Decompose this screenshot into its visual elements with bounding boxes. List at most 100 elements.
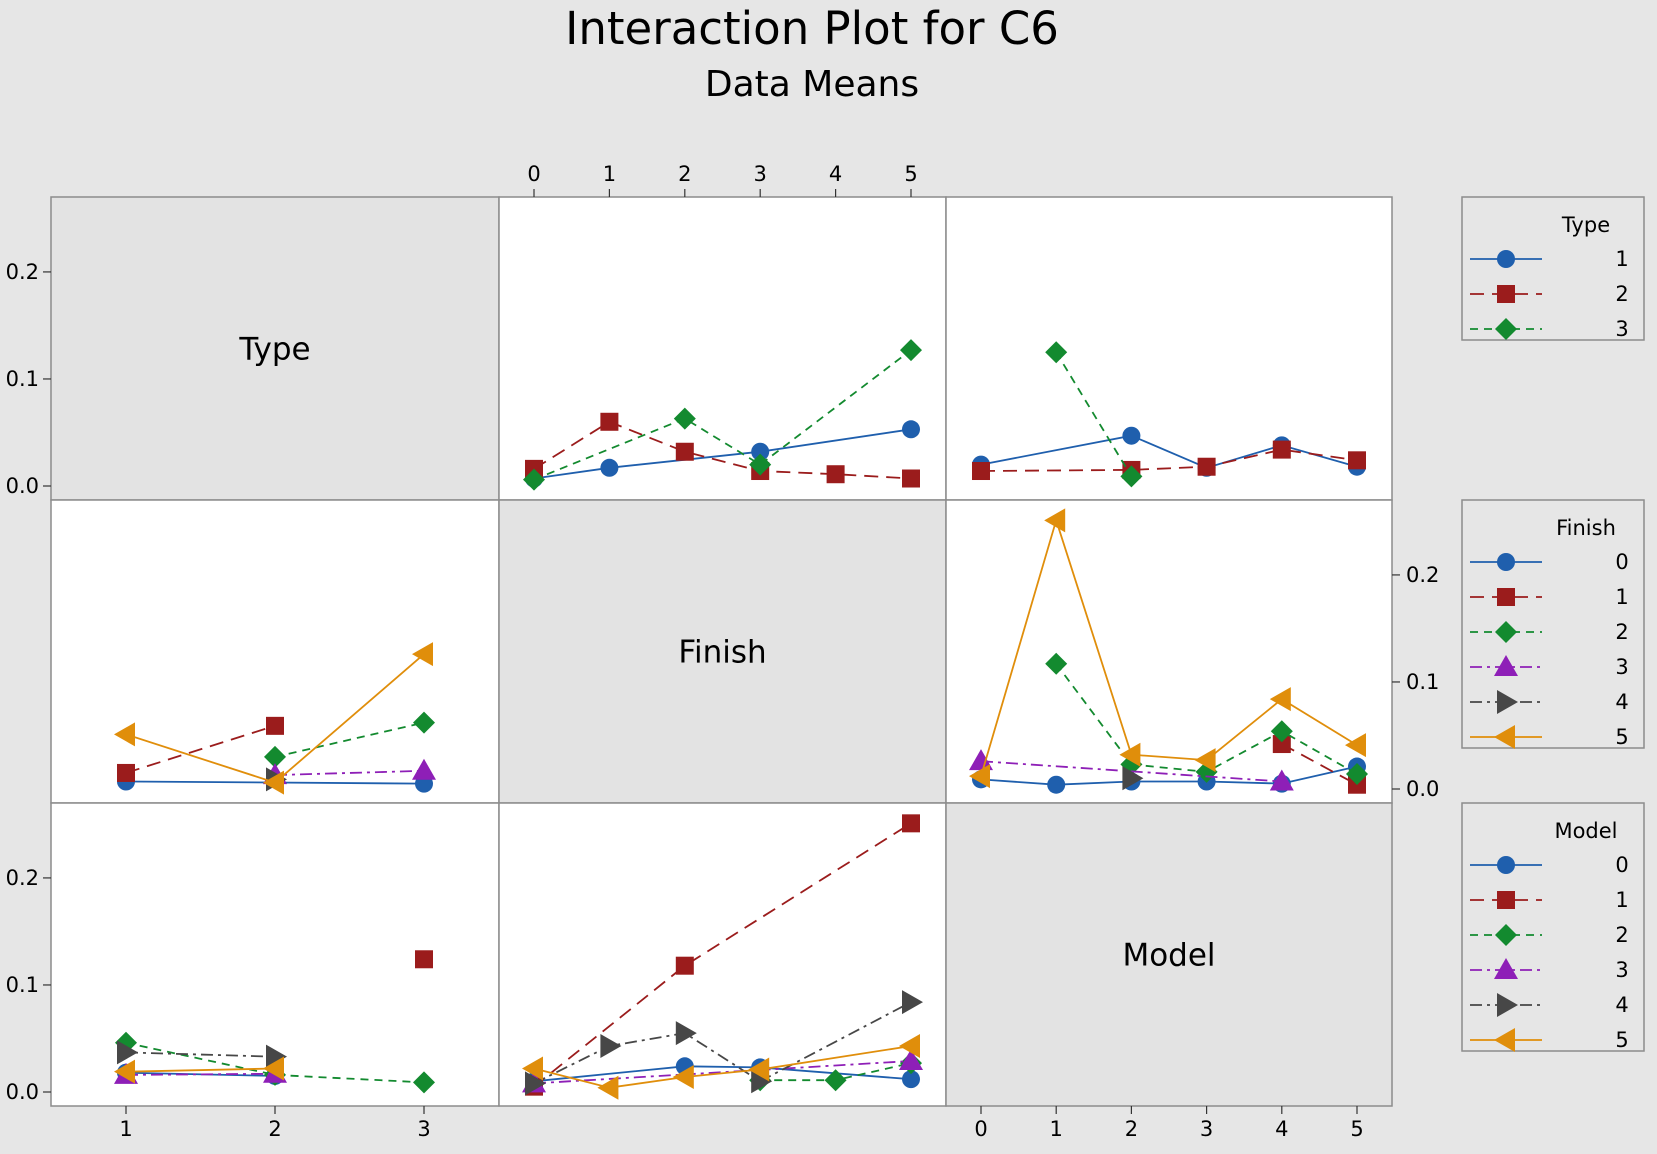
data-point <box>675 956 694 975</box>
legend-marker <box>1494 958 1518 979</box>
data-point <box>1119 742 1141 767</box>
legend-label: 1 <box>1615 247 1628 271</box>
data-point <box>824 1069 847 1092</box>
data-point <box>749 453 772 476</box>
legend-marker <box>1495 621 1517 643</box>
legend-title: Model <box>1554 819 1617 843</box>
data-point <box>1272 735 1291 754</box>
legend-marker <box>1497 588 1515 606</box>
data-point <box>1345 733 1366 758</box>
data-point <box>266 716 284 735</box>
series-line <box>274 721 425 758</box>
legend-marker <box>1497 285 1515 303</box>
legend-box <box>1461 499 1645 749</box>
panel-model-by-finish <box>522 814 923 1100</box>
data-point <box>902 1070 920 1089</box>
data-point <box>902 814 920 833</box>
data-point <box>523 468 545 491</box>
legend-model: Model 0 1 2 3 4 5 <box>1461 802 1645 1052</box>
series-line <box>125 1071 276 1077</box>
legend-title: Finish <box>1556 516 1616 540</box>
data-point <box>415 950 433 969</box>
data-point <box>1045 341 1068 364</box>
data-point <box>969 749 993 771</box>
data-point <box>902 420 920 439</box>
data-point <box>117 1040 138 1065</box>
legend-label: 3 <box>1615 655 1628 679</box>
legend-label: 3 <box>1615 958 1628 982</box>
data-point <box>1122 426 1141 445</box>
legend-title: Type <box>1561 213 1610 237</box>
data-point <box>1047 775 1066 794</box>
y-tick-label: 0.2 <box>6 866 39 890</box>
axes: 0.0 0.1 0.2 0.0 0.1 0.2 0.0 0.1 0.2 0 1 2 3 4 5 1 2 3 0 1 2 3… <box>6 162 1440 1141</box>
panel-grid: Type Finish Model <box>50 196 1393 1107</box>
chart-title: Interaction Plot for C6 <box>565 2 1059 55</box>
diagonal-panel <box>50 196 500 501</box>
legend-box <box>1461 802 1645 1052</box>
diagonal-label: Model <box>1122 938 1215 974</box>
series-line <box>1281 743 1358 786</box>
x-tick-label: 2 <box>1125 1117 1138 1141</box>
diagonal-panel <box>945 802 1393 1107</box>
y-tick-label: 0.0 <box>6 1080 39 1104</box>
data-point <box>900 339 922 362</box>
data-point <box>902 990 923 1015</box>
legend-label: 5 <box>1615 1028 1628 1052</box>
data-point <box>600 1033 622 1058</box>
legend-label: 1 <box>1615 585 1628 609</box>
legend-marker <box>1494 655 1518 676</box>
legend-marker <box>1494 725 1515 749</box>
legend-marker <box>1494 1028 1515 1052</box>
diagonal-label: Type <box>238 332 310 368</box>
data-point <box>1346 763 1368 786</box>
data-point <box>672 1065 694 1090</box>
series-line <box>980 517 1358 777</box>
legend-marker <box>1497 690 1518 714</box>
y-tick-label: 0.1 <box>6 973 39 997</box>
data-point <box>1045 652 1068 675</box>
data-point <box>522 1056 543 1081</box>
data-point <box>413 711 435 734</box>
y-tick-label: 0.1 <box>6 367 39 391</box>
x-tick-label: 3 <box>417 1117 430 1141</box>
data-point <box>826 465 845 484</box>
data-point <box>902 469 920 488</box>
data-point <box>675 1021 697 1046</box>
y-tick-label: 0.2 <box>1406 563 1439 587</box>
data-point <box>969 764 990 789</box>
x-tick-label: 3 <box>1200 1117 1213 1141</box>
plot-panel <box>498 196 947 501</box>
legend-label: 3 <box>1615 317 1628 341</box>
panel-finish-by-type <box>114 642 436 795</box>
data-point <box>525 1071 546 1096</box>
data-point <box>1272 440 1291 459</box>
y-tick-label: 0.0 <box>6 474 39 498</box>
legend-marker <box>1497 856 1515 874</box>
data-point <box>597 1075 619 1100</box>
data-point <box>266 1044 287 1069</box>
series-line <box>980 765 1358 786</box>
x-tick-label: 2 <box>268 1117 281 1141</box>
data-point <box>748 1057 770 1082</box>
diagonal-panel <box>498 499 947 804</box>
y-tick-label: 0.1 <box>1406 670 1439 694</box>
data-point <box>899 1033 920 1058</box>
legend-marker <box>1497 250 1515 268</box>
panel-finish-by-model <box>969 508 1368 794</box>
legend-marker <box>1495 924 1517 946</box>
x-tick-label: 3 <box>754 162 767 186</box>
x-tick-label: 0 <box>527 162 540 186</box>
data-point <box>1197 457 1216 476</box>
data-point <box>600 458 619 477</box>
legend-marker <box>1495 318 1517 340</box>
x-tick-label: 4 <box>829 162 842 186</box>
plot-panel <box>945 196 1393 501</box>
data-point <box>413 1071 435 1094</box>
legend-marker <box>1497 993 1518 1017</box>
x-tick-label: 5 <box>1350 1117 1363 1141</box>
data-point <box>675 442 694 461</box>
data-point <box>1348 451 1366 470</box>
y-tick-label: 0.2 <box>6 260 39 284</box>
data-point <box>1269 769 1294 791</box>
